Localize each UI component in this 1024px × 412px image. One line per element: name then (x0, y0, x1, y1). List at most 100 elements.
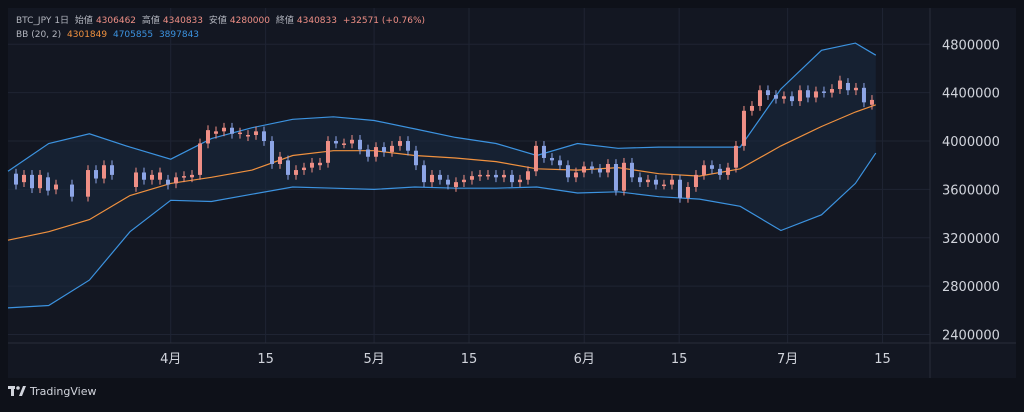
x-tick-label: 15 (461, 352, 478, 367)
candle (525, 171, 530, 180)
candle (389, 145, 394, 152)
candle (541, 145, 546, 158)
candle (277, 156, 282, 165)
candle (221, 127, 226, 132)
candle (717, 168, 722, 175)
candle (741, 110, 746, 146)
candle (149, 174, 154, 180)
bb-middle-value: 4301849 (67, 30, 108, 40)
candle (869, 99, 874, 105)
y-tick-label: 4000000 (942, 135, 1000, 150)
candle (445, 179, 450, 185)
bb-upper-line (7, 42, 877, 172)
candle (501, 174, 506, 178)
change-value: +32571 (+0.76%) (342, 16, 426, 26)
candle (357, 139, 362, 150)
low-label: 安値 (208, 16, 227, 26)
candle (37, 174, 42, 189)
x-tick-label: 15 (874, 352, 891, 367)
tradingview-brand[interactable]: TradingView (8, 385, 96, 398)
x-tick-label: 5月 (363, 352, 384, 367)
high-label: 高値 (141, 16, 160, 26)
candle (325, 141, 330, 163)
candle (725, 167, 730, 175)
candle (733, 145, 738, 168)
candle (669, 179, 674, 185)
candle (397, 141, 402, 146)
candle (29, 174, 34, 189)
candle (413, 150, 418, 166)
candle (109, 165, 114, 175)
candle (261, 131, 266, 142)
candle (13, 173, 18, 185)
x-tick-label: 6月 (574, 352, 595, 367)
open-value: 4306462 (95, 16, 137, 26)
candle (693, 174, 698, 187)
candle (309, 162, 314, 168)
candle (469, 176, 474, 180)
candle (101, 165, 106, 179)
candle (437, 174, 442, 180)
candle (181, 176, 186, 178)
candle (205, 130, 210, 144)
candle (581, 166, 586, 173)
tradingview-logo-icon (8, 385, 26, 396)
candle (69, 184, 74, 197)
candle (461, 179, 466, 183)
low-value: 4280000 (229, 16, 270, 26)
candle (701, 165, 706, 175)
candle (229, 127, 234, 134)
candle (629, 162, 634, 178)
candle (421, 165, 426, 183)
candle (533, 145, 538, 172)
candle (253, 131, 258, 135)
y-tick-label: 4400000 (942, 87, 1000, 102)
candle (509, 174, 514, 183)
candle (813, 91, 818, 98)
candle (45, 177, 50, 191)
candle (589, 166, 594, 169)
candle (85, 170, 90, 197)
y-tick-label: 2800000 (942, 280, 1000, 295)
candle (861, 87, 866, 103)
candle (781, 96, 786, 99)
candle (829, 89, 834, 93)
candle (189, 174, 194, 178)
candle (637, 177, 642, 183)
symbol-label: BTC_JPY (16, 16, 52, 26)
candle (805, 90, 810, 98)
candle (341, 143, 346, 145)
candle (773, 95, 778, 99)
ohlc-legend: BTC_JPY 1日 始値 4306462 高値 4340833 安値 4280000 … (16, 13, 428, 26)
candle (517, 179, 522, 183)
candle (349, 139, 354, 144)
candle (269, 141, 274, 165)
candle (485, 174, 490, 177)
candle (165, 179, 170, 185)
candle (757, 90, 762, 106)
close-value: 4340833 (296, 16, 337, 26)
candle (837, 80, 842, 90)
candle (141, 172, 146, 180)
candle (245, 134, 250, 137)
candle (821, 91, 826, 93)
candle (133, 172, 138, 187)
high-value: 4340833 (162, 16, 204, 26)
bb-upper-value: 4705855 (112, 30, 154, 40)
candle (645, 179, 650, 183)
candle (237, 132, 242, 135)
candle (765, 90, 770, 96)
candle (93, 170, 98, 179)
brand-label: TradingView (30, 385, 97, 398)
x-tick-label: 7月 (777, 352, 798, 367)
candle (605, 164, 610, 173)
candle (565, 165, 570, 178)
candle (293, 170, 298, 175)
candle (453, 182, 458, 187)
y-tick-label: 3200000 (942, 232, 1000, 247)
candle (613, 164, 618, 191)
candle (677, 179, 682, 198)
candle (597, 168, 602, 173)
y-tick-label: 4800000 (942, 38, 1000, 53)
